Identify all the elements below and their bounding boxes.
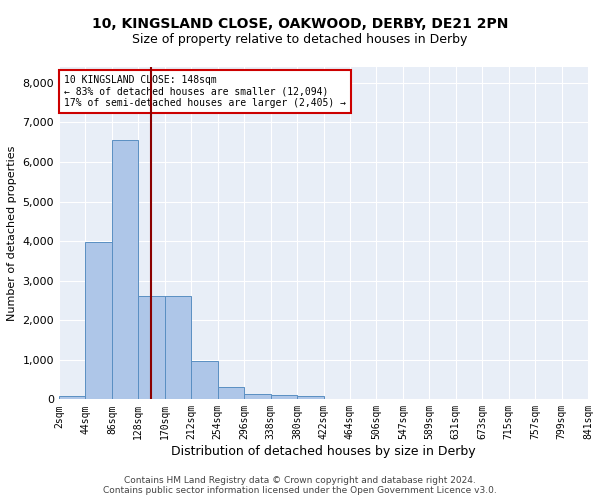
Text: Size of property relative to detached houses in Derby: Size of property relative to detached ho… — [133, 32, 467, 46]
Bar — [218, 387, 244, 400]
Bar — [59, 396, 85, 400]
Y-axis label: Number of detached properties: Number of detached properties — [7, 146, 17, 321]
X-axis label: Distribution of detached houses by size in Derby: Distribution of detached houses by size … — [171, 445, 476, 458]
Bar — [139, 296, 165, 400]
Text: Contains HM Land Registry data © Crown copyright and database right 2024.
Contai: Contains HM Land Registry data © Crown c… — [103, 476, 497, 495]
Bar — [244, 394, 271, 400]
Bar — [297, 396, 323, 400]
Bar — [85, 242, 112, 400]
Text: 10, KINGSLAND CLOSE, OAKWOOD, DERBY, DE21 2PN: 10, KINGSLAND CLOSE, OAKWOOD, DERBY, DE2… — [92, 18, 508, 32]
Bar — [191, 362, 218, 400]
Bar — [271, 395, 297, 400]
Bar — [165, 296, 191, 400]
Text: 10 KINGSLAND CLOSE: 148sqm
← 83% of detached houses are smaller (12,094)
17% of : 10 KINGSLAND CLOSE: 148sqm ← 83% of deta… — [64, 76, 346, 108]
Bar — [112, 140, 139, 400]
